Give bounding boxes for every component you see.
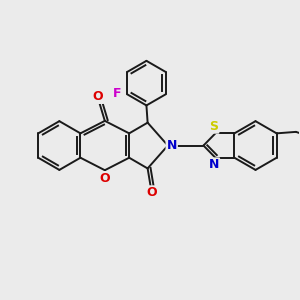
Text: N: N [209,158,219,171]
Text: O: O [93,90,103,103]
Text: O: O [100,172,110,185]
Text: N: N [167,139,177,152]
Text: S: S [209,120,218,133]
Text: F: F [113,87,122,100]
Text: O: O [147,186,158,199]
